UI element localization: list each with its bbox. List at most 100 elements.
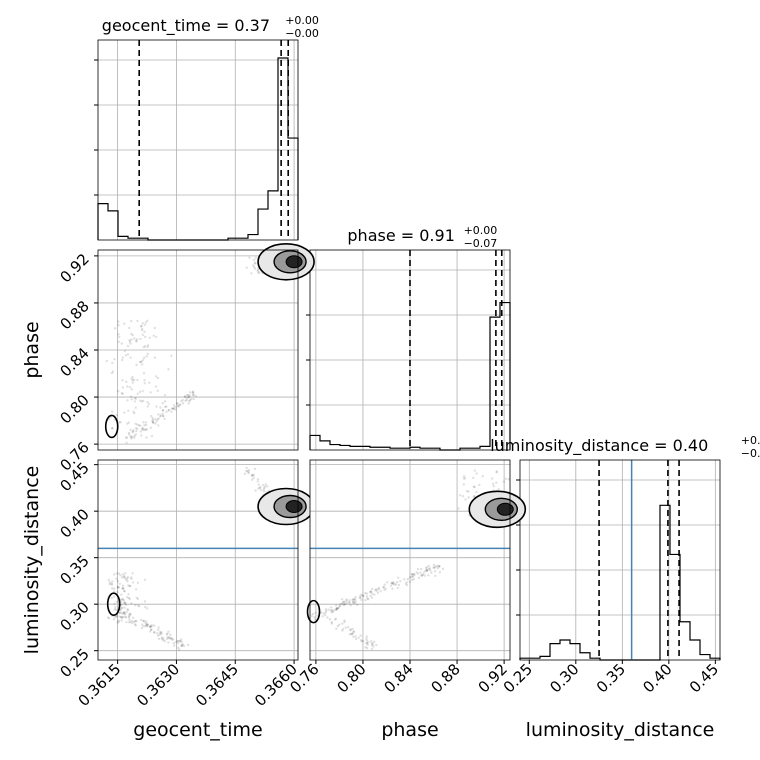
sample-point: [143, 428, 147, 431]
sample-point: [382, 586, 385, 589]
sample-point: [142, 372, 146, 375]
sample-point: [152, 421, 155, 424]
sample-point: [397, 583, 401, 587]
sample-point: [123, 589, 126, 593]
x-tick-label: 0.3645: [192, 660, 242, 710]
sample-point: [253, 262, 257, 265]
sample-point: [125, 620, 128, 624]
sample-point: [143, 330, 146, 333]
sample-point: [359, 639, 363, 642]
sample-point: [253, 261, 257, 264]
sample-point: [370, 596, 374, 599]
sample-point: [338, 603, 342, 606]
sample-point: [320, 611, 323, 614]
y-tick-label: 0.35: [56, 552, 92, 588]
sample-point: [375, 589, 379, 592]
sample-point: [121, 573, 125, 576]
sample-point: [330, 608, 334, 612]
sample-point: [262, 486, 266, 490]
sample-point: [322, 612, 325, 615]
sample-point: [262, 488, 266, 491]
sample-point: [188, 394, 191, 397]
sample-point: [351, 632, 354, 635]
sample-point: [134, 588, 138, 591]
sample-point: [349, 628, 352, 631]
sample-point: [478, 483, 481, 487]
sample-point: [125, 578, 128, 582]
sample-point: [475, 490, 478, 494]
sample-point: [334, 617, 338, 621]
sample-point: [256, 480, 259, 483]
sample-point: [167, 409, 170, 412]
diag-panel-luminosity_distance: luminosity_distance = 0.40 +0.01−0.08: [490, 434, 760, 661]
title-upper-error: +0.01: [741, 434, 760, 447]
sample-point: [121, 586, 124, 590]
sample-point: [353, 601, 357, 605]
sample-point: [129, 436, 133, 439]
sample-point: [128, 618, 131, 621]
sample-point: [124, 354, 128, 357]
sample-point: [127, 616, 131, 619]
sample-point: [113, 327, 117, 330]
sample-point: [158, 633, 161, 636]
sample-point: [155, 631, 159, 635]
sample-point: [142, 421, 145, 424]
sample-point: [126, 422, 129, 425]
sample-point: [364, 598, 367, 602]
sample-point: [126, 608, 129, 611]
sample-point: [110, 582, 113, 585]
sample-point: [167, 641, 170, 644]
sample-point: [250, 473, 254, 477]
density-contour: [106, 592, 121, 616]
sample-point: [111, 361, 114, 365]
sample-point: [348, 601, 351, 605]
sample-point: [191, 393, 195, 397]
sample-point: [163, 417, 166, 421]
sample-point: [176, 402, 179, 405]
sample-point: [310, 614, 313, 618]
sample-point: [129, 428, 132, 432]
sample-point: [338, 605, 341, 608]
x-tick-label: 0.80: [333, 660, 369, 696]
sample-point: [408, 576, 412, 579]
sample-point: [165, 637, 169, 641]
sample-point: [187, 395, 191, 398]
sample-point: [341, 601, 344, 605]
sample-point: [432, 566, 435, 569]
sample-point: [131, 430, 134, 434]
sample-point: [436, 566, 439, 570]
sample-point: [124, 572, 127, 575]
sample-point: [171, 637, 174, 641]
sample-point: [154, 385, 158, 388]
sample-point: [172, 642, 176, 645]
y-tick-label: 0.84: [56, 344, 92, 380]
sample-point: [123, 611, 126, 614]
sample-point: [120, 603, 123, 607]
sample-point: [188, 398, 192, 402]
sample-point: [412, 572, 415, 576]
sample-point: [171, 407, 174, 410]
sample-point: [145, 607, 149, 610]
sample-point: [166, 635, 169, 639]
sample-point: [110, 427, 114, 430]
sample-point: [370, 647, 374, 650]
sample-point: [111, 427, 114, 430]
sample-point: [139, 399, 142, 402]
sample-point: [152, 624, 156, 627]
sample-point: [393, 583, 396, 586]
sample-point: [377, 586, 381, 590]
sample-point: [176, 639, 179, 643]
sample-point: [336, 624, 340, 628]
sample-point: [133, 436, 136, 439]
sample-point: [122, 612, 126, 615]
sample-point: [134, 339, 138, 342]
title-lower-error: −0.00: [285, 27, 319, 40]
sample-point: [106, 616, 110, 619]
sample-point: [365, 641, 369, 645]
sample-point: [148, 336, 151, 340]
sample-point: [379, 590, 383, 593]
x-tick-label: 0.3630: [133, 660, 183, 710]
sample-point: [432, 563, 436, 567]
sample-point: [174, 405, 177, 409]
sample-point: [262, 490, 266, 493]
